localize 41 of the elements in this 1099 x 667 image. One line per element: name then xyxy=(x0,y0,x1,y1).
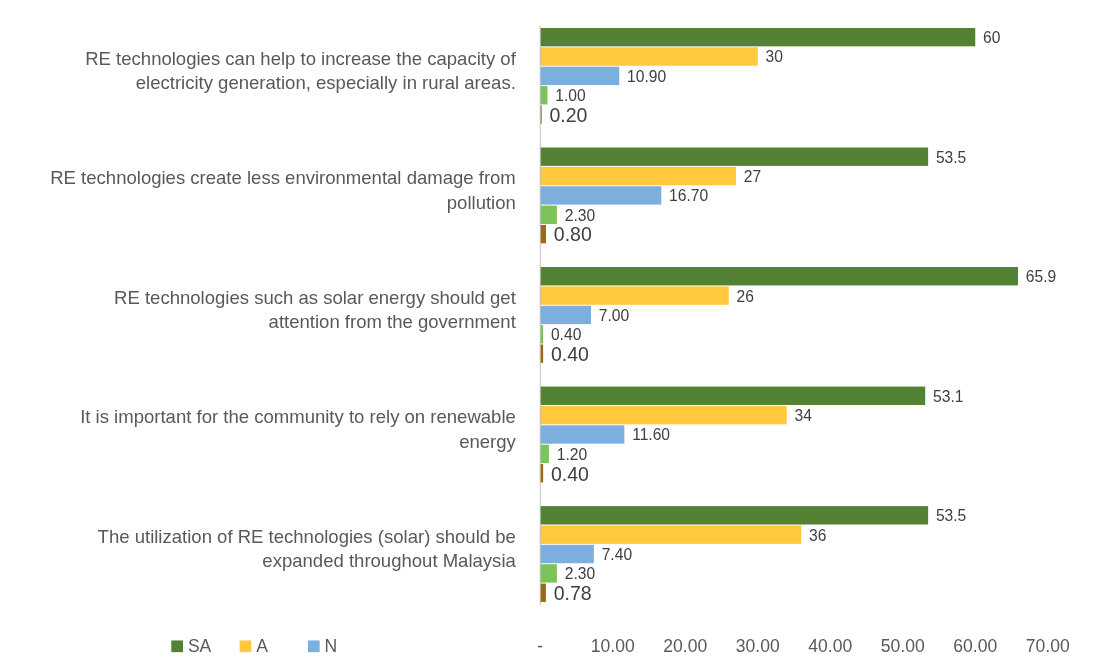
x-tick-label: 70.00 xyxy=(1025,636,1070,657)
legend-label: A xyxy=(256,636,269,657)
data-label: 0.40 xyxy=(550,462,590,485)
x-tick-label: 60.00 xyxy=(953,636,998,657)
data-label: 0.40 xyxy=(550,343,590,366)
data-label: 16.70 xyxy=(669,187,709,205)
data-label: 2.30 xyxy=(564,206,596,224)
data-label: 34 xyxy=(794,407,813,425)
data-label: 30 xyxy=(765,48,784,66)
x-tick-label: 40.00 xyxy=(808,636,853,657)
data-label: 1.00 xyxy=(555,87,586,105)
data-label: 27 xyxy=(743,168,762,186)
data-label: 1.20 xyxy=(556,445,588,463)
x-tick-label: 10.00 xyxy=(590,636,635,657)
legend-label: SA xyxy=(187,636,212,657)
data-label: 7.00 xyxy=(598,306,630,324)
y-tick-label: The utilization of RE technologies (solar) should be expanded throughout Malaysia xyxy=(97,525,517,572)
data-label: 53.1 xyxy=(933,387,964,405)
x-tick-label: 30.00 xyxy=(735,636,780,657)
y-tick-label: It is important for the community to rely on renewable energy xyxy=(80,406,517,452)
legend-label: N xyxy=(324,636,338,657)
data-label: 10.90 xyxy=(627,67,667,85)
x-tick-label: 20.00 xyxy=(663,636,708,657)
data-label: 11.60 xyxy=(632,426,671,444)
data-label: 0.78 xyxy=(553,582,592,605)
data-label: 2.30 xyxy=(564,565,596,583)
x-tick-label: - xyxy=(537,636,544,657)
data-label: 26 xyxy=(736,287,754,305)
y-tick-label: RE technologies can help to increase the capacity of electricity generation, especially in rural areas. xyxy=(85,47,517,94)
data-label: 60 xyxy=(983,29,1001,47)
data-label: 7.40 xyxy=(601,545,633,563)
data-label: 53.5 xyxy=(935,148,967,166)
data-label: 53.5 xyxy=(935,507,967,525)
data-label: 0.40 xyxy=(550,326,582,344)
y-tick-label: RE technologies create less environmental damage from pollution xyxy=(50,167,516,213)
x-tick-label: 50.00 xyxy=(880,636,925,657)
data-label: 36 xyxy=(809,526,827,544)
data-label: 65.9 xyxy=(1025,268,1057,286)
y-tick-label: RE technologies such as solar energy should get attention from the government xyxy=(114,286,517,333)
data-label: 0.20 xyxy=(549,103,588,126)
data-label: 0.80 xyxy=(553,223,592,246)
